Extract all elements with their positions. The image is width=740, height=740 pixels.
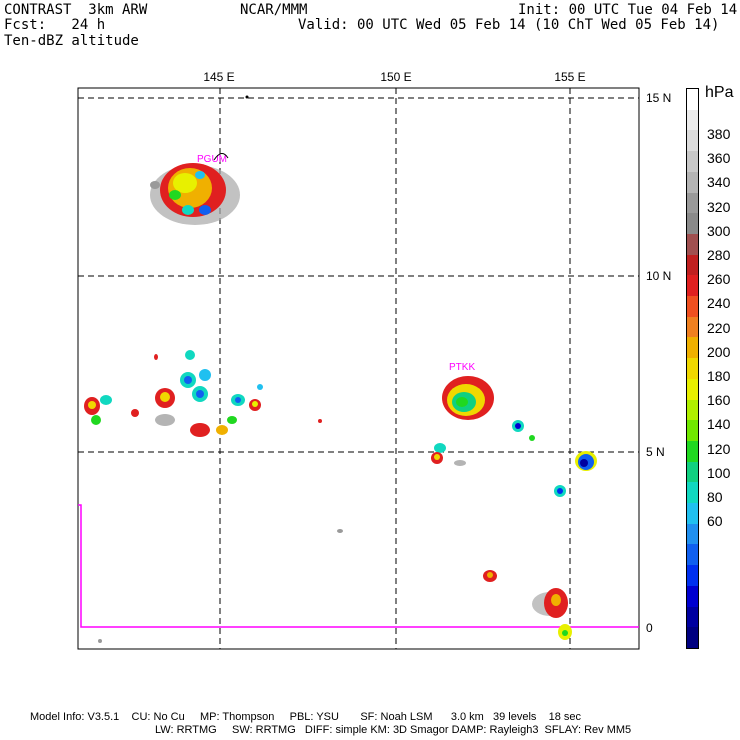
coastline-guam	[213, 153, 229, 161]
lon-label-145: 145 E	[203, 70, 235, 84]
valid-time: Valid: 00 UTC Wed 05 Feb 14 (10 ChT Wed …	[298, 17, 720, 33]
colorbar-segment	[687, 440, 698, 463]
colorbar-segment	[687, 316, 698, 338]
island-marker	[245, 95, 249, 99]
colorbar-segment	[687, 565, 698, 587]
colorbar-tick-label: 280	[707, 247, 731, 263]
colorbar-tick-label: 120	[707, 440, 731, 457]
echo-scatter-east	[98, 420, 597, 643]
model-title: CONTRAST 3km ARW	[4, 2, 148, 18]
colorbar-tick-label: 260	[707, 271, 731, 288]
colorbar-segment	[687, 337, 698, 359]
colorbar-tick-label: 200	[707, 343, 731, 360]
colorbar-segment	[687, 213, 698, 235]
colorbar-segment	[687, 151, 698, 173]
colorbar-segment	[687, 544, 698, 566]
colorbar-tick-label: 60	[707, 513, 723, 530]
colorbar-segment	[687, 89, 698, 111]
lon-label-155: 155 E	[554, 70, 586, 84]
lat-label-10n: 10 N	[646, 269, 672, 283]
station-label-ptkk: PTKK	[449, 362, 475, 373]
colorbar-tick-label: 300	[707, 222, 731, 239]
colorbar-segment	[687, 585, 698, 608]
colorbar-tick-label: 180	[707, 368, 731, 384]
field-name: Ten-dBZ altitude	[4, 33, 139, 49]
colorbar-segment	[687, 130, 698, 152]
colorbar-tick-label: 340	[707, 174, 731, 191]
colorbar-tick-label: 380	[707, 126, 731, 142]
colorbar-tick-label: 100	[707, 464, 731, 481]
colorbar-segment	[687, 296, 698, 318]
echo-cluster-guam	[150, 163, 240, 225]
colorbar-segment	[687, 171, 698, 194]
colorbar-segment	[687, 503, 698, 525]
colorbar-segment	[687, 482, 698, 504]
colorbar-segment	[687, 275, 698, 297]
center-name: NCAR/MMM	[240, 2, 308, 18]
forecast-hour: Fcst: 24 h	[4, 17, 106, 33]
colorbar-segment	[687, 233, 698, 256]
lat-label-5n: 5 N	[646, 445, 665, 459]
colorbar-segment	[687, 399, 698, 421]
lat-label-15n: 15 N	[646, 91, 672, 105]
colorbar-unit: hPa	[705, 84, 734, 101]
colorbar-segment	[687, 420, 698, 442]
map-frame	[77, 87, 640, 650]
colorbar-segment	[687, 192, 698, 214]
colorbar-tick-label: 80	[707, 489, 723, 505]
boundary-line	[78, 504, 639, 628]
colorbar-segment	[687, 378, 698, 401]
colorbar-segment	[687, 109, 698, 131]
lon-label-150: 150 E	[380, 70, 412, 84]
colorbar-segment	[687, 254, 698, 276]
colorbar-segment	[687, 627, 698, 649]
footer-model-info: Model Info: V3.5.1 CU: No Cu MP: Thompso…	[30, 711, 582, 723]
colorbar-segment	[687, 523, 698, 545]
init-time: Init: 00 UTC Tue 04 Feb 14	[518, 2, 738, 18]
colorbar-tick-label: 240	[707, 295, 731, 312]
lat-label-0: 0	[646, 621, 653, 635]
colorbar-tick-label: 360	[707, 150, 731, 167]
station-label-pgum: PGUM	[197, 154, 227, 165]
colorbar-segment	[687, 358, 698, 380]
colorbar-tick-label: 160	[707, 392, 731, 409]
colorbar	[686, 88, 699, 649]
colorbar-segment	[687, 606, 698, 628]
colorbar-tick-label: 320	[707, 198, 731, 215]
colorbar-tick-label: 220	[707, 319, 731, 336]
echo-scatter-west	[84, 350, 322, 437]
colorbar-tick-label: 140	[707, 416, 731, 433]
echo-cluster-ptkk	[442, 376, 494, 420]
colorbar-segment	[687, 461, 698, 483]
footer-model-physics: LW: RRTMG SW: RRTMG DIFF: simple KM: 3D …	[155, 724, 632, 736]
